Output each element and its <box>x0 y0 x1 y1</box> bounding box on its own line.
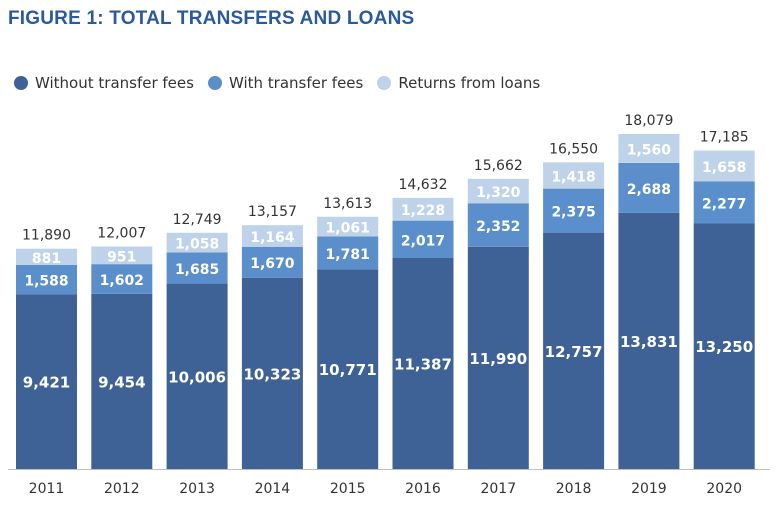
total-label-2015: 13,613 <box>323 196 372 212</box>
data-label-2-2013: 1,685 <box>175 262 219 278</box>
data-label-1-2012: 9,454 <box>98 373 145 391</box>
bar-segment-3-2020 <box>693 150 755 182</box>
data-label-2-2015: 1,781 <box>326 247 370 263</box>
total-label-2012: 12,007 <box>97 226 146 242</box>
legend: Without transfer fees With transfer fees… <box>14 74 554 92</box>
total-label-2013: 12,749 <box>173 212 222 228</box>
bar-segment-3-2013 <box>166 232 228 253</box>
bar-segment-1-2016 <box>392 258 454 469</box>
data-label-2-2016: 2,017 <box>401 233 445 249</box>
x-tick-label-2018: 2018 <box>556 481 592 497</box>
data-label-3-2014: 1,164 <box>250 230 295 246</box>
data-label-1-2015: 10,771 <box>319 361 377 379</box>
x-tick-label-2017: 2017 <box>480 481 516 497</box>
total-label-2011: 11,890 <box>22 228 71 244</box>
x-tick-label-2013: 2013 <box>179 481 215 497</box>
chart-title: FIGURE 1: TOTAL TRANSFERS AND LOANS <box>8 8 415 29</box>
data-label-3-2012: 951 <box>107 249 136 265</box>
bar-segment-2-2012 <box>91 264 153 294</box>
bar-segment-1-2019 <box>618 212 680 469</box>
x-tick-label-2011: 2011 <box>29 481 65 497</box>
bar-segment-2-2017 <box>467 203 529 247</box>
bar-segment-2-2016 <box>392 220 454 259</box>
legend-item-with-fees: With transfer fees <box>207 74 364 92</box>
bar-segment-3-2011 <box>16 248 77 266</box>
legend-label-returns: Returns from loans <box>398 74 541 92</box>
data-label-3-2017: 1,320 <box>476 185 521 201</box>
total-label-2020: 17,185 <box>700 130 749 146</box>
total-label-2014: 13,157 <box>248 204 297 220</box>
bar-segment-3-2017 <box>467 178 529 204</box>
data-label-3-2011: 881 <box>32 251 61 267</box>
bar-segment-1-2013 <box>166 283 228 469</box>
data-label-3-2016: 1,228 <box>401 203 445 219</box>
bar-segment-2-2011 <box>16 265 77 295</box>
data-label-1-2020: 13,250 <box>695 338 753 356</box>
bar-segment-1-2017 <box>467 246 529 469</box>
bar-segment-3-2012 <box>91 246 153 265</box>
data-label-2-2011: 1,588 <box>24 274 68 290</box>
bar-segment-3-2016 <box>392 197 454 221</box>
data-label-3-2013: 1,058 <box>175 237 219 253</box>
data-label-1-2013: 10,006 <box>168 368 226 386</box>
data-label-2-2020: 2,277 <box>702 196 746 212</box>
total-label-2017: 15,662 <box>474 158 523 174</box>
bar-segment-1-2012 <box>91 293 153 469</box>
bar-segment-1-2018 <box>543 232 605 469</box>
total-label-2016: 14,632 <box>399 177 448 193</box>
x-tick-label-2016: 2016 <box>405 481 441 497</box>
bar-segment-2-2018 <box>543 188 605 233</box>
bar-segment-3-2015 <box>317 216 379 237</box>
data-label-3-2019: 1,560 <box>627 142 672 158</box>
data-label-3-2020: 1,658 <box>702 160 746 176</box>
data-label-1-2011: 9,421 <box>23 374 70 392</box>
x-tick-label-2019: 2019 <box>631 481 667 497</box>
bar-segment-3-2014 <box>241 225 303 247</box>
bar-segment-2-2019 <box>618 162 680 213</box>
legend-item-without-fees: Without transfer fees <box>14 74 194 92</box>
bar-segment-2-2015 <box>317 236 379 270</box>
bar-segment-1-2015 <box>317 269 379 469</box>
x-tick-label-2012: 2012 <box>104 481 140 497</box>
data-label-2-2019: 2,688 <box>627 182 671 198</box>
bar-segment-3-2018 <box>543 162 605 189</box>
x-tick-label-2020: 2020 <box>706 481 742 497</box>
legend-swatch-with-fees <box>207 76 222 90</box>
legend-label-without-fees: Without transfer fees <box>35 74 194 92</box>
data-label-2-2018: 2,375 <box>551 205 595 221</box>
legend-swatch-returns <box>377 76 392 90</box>
legend-item-returns: Returns from loans <box>377 74 540 92</box>
total-label-2018: 16,550 <box>549 141 598 157</box>
bar-segment-3-2019 <box>618 134 680 163</box>
bar-segment-2-2013 <box>166 252 228 284</box>
bar-segment-1-2014 <box>241 277 303 469</box>
legend-label-with-fees: With transfer fees <box>228 74 364 92</box>
data-label-2-2014: 1,670 <box>250 256 295 272</box>
data-label-1-2018: 12,757 <box>545 343 603 361</box>
bar-segment-1-2020 <box>693 223 755 469</box>
legend-swatch-without-fees <box>14 76 28 90</box>
bar-segment-1-2011 <box>16 294 77 469</box>
x-tick-label-2014: 2014 <box>255 481 291 497</box>
x-tick-label-2015: 2015 <box>330 481 366 497</box>
total-label-2019: 18,079 <box>624 113 673 129</box>
bar-segment-2-2014 <box>241 246 303 278</box>
data-label-1-2019: 13,831 <box>620 333 678 351</box>
data-label-1-2014: 10,323 <box>243 365 301 383</box>
bar-segment-2-2020 <box>693 181 755 224</box>
data-label-1-2016: 11,387 <box>394 356 452 374</box>
data-label-2-2017: 2,352 <box>476 219 520 235</box>
data-label-3-2018: 1,418 <box>551 169 595 185</box>
data-label-3-2015: 1,061 <box>326 221 370 237</box>
data-label-2-2012: 1,602 <box>100 273 144 289</box>
data-label-1-2017: 11,990 <box>469 350 527 368</box>
